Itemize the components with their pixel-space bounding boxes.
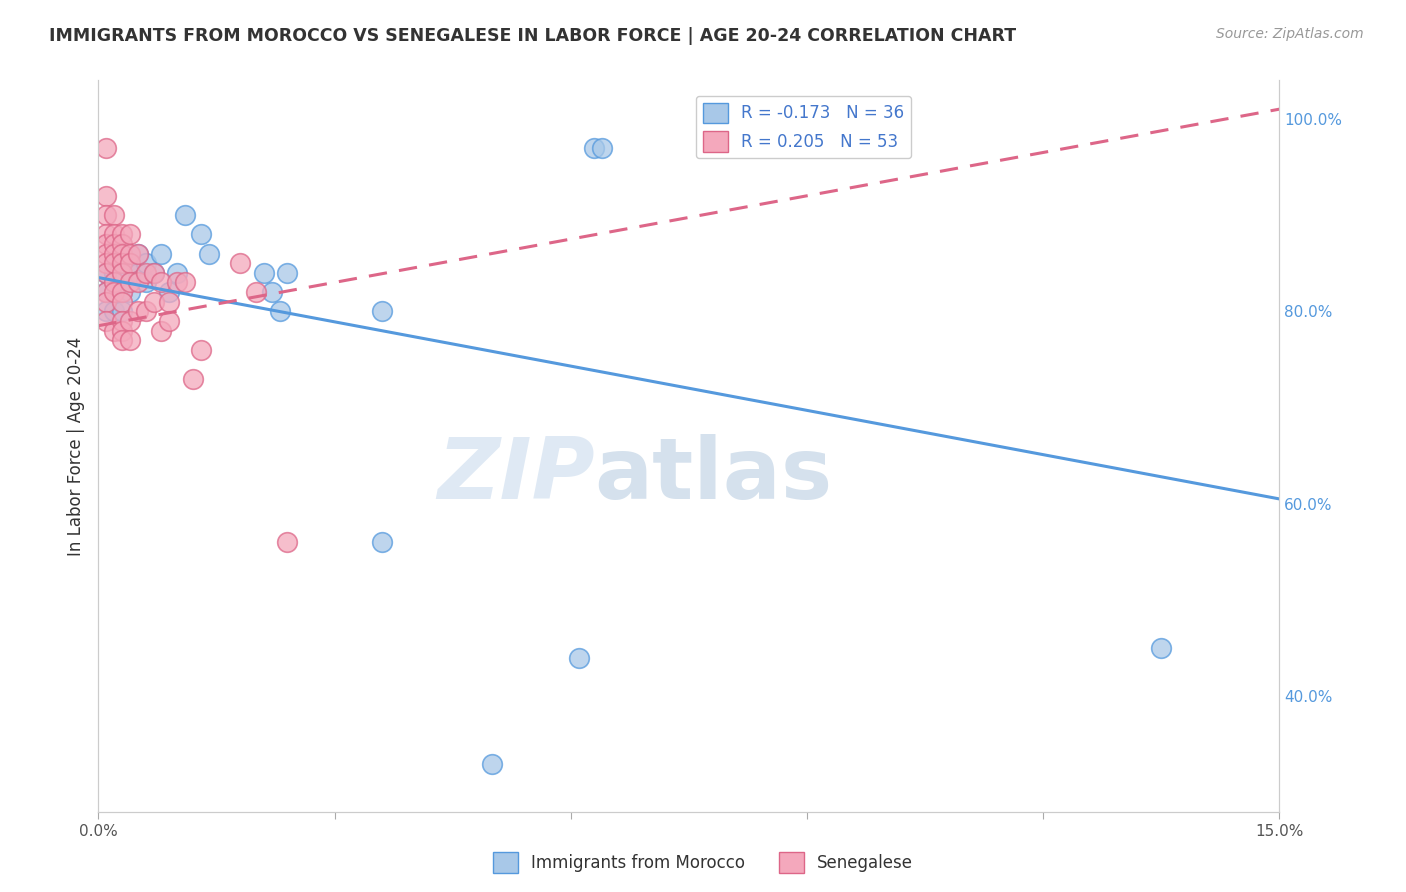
Point bbox=[118, 285, 141, 299]
Point bbox=[111, 266, 134, 280]
Point bbox=[150, 276, 173, 290]
Point bbox=[127, 276, 149, 290]
Point bbox=[157, 285, 180, 299]
Point bbox=[111, 266, 134, 280]
Point bbox=[150, 324, 173, 338]
Point bbox=[103, 256, 125, 270]
Point bbox=[127, 266, 149, 280]
Point bbox=[103, 324, 125, 338]
Point bbox=[96, 266, 118, 280]
Point bbox=[111, 246, 134, 260]
Text: atlas: atlas bbox=[595, 434, 832, 516]
Point bbox=[583, 141, 606, 155]
Point bbox=[190, 227, 212, 242]
Point bbox=[96, 246, 118, 260]
Point bbox=[118, 256, 141, 270]
Point bbox=[96, 208, 118, 222]
Point bbox=[135, 266, 157, 280]
Point bbox=[111, 285, 134, 299]
Point bbox=[127, 246, 149, 260]
Point bbox=[103, 256, 125, 270]
Point bbox=[103, 246, 125, 260]
Point bbox=[142, 266, 165, 280]
Point bbox=[103, 276, 125, 290]
Point bbox=[481, 756, 503, 771]
Point bbox=[260, 285, 283, 299]
Point bbox=[142, 294, 165, 309]
Point bbox=[103, 285, 125, 299]
Point bbox=[96, 294, 118, 309]
Point bbox=[269, 304, 291, 318]
Point bbox=[245, 285, 267, 299]
Point bbox=[118, 314, 141, 328]
Point bbox=[174, 208, 197, 222]
Point bbox=[111, 304, 134, 318]
Point bbox=[166, 266, 188, 280]
Point bbox=[96, 314, 118, 328]
Point bbox=[96, 236, 118, 251]
Point bbox=[111, 294, 134, 309]
Text: Source: ZipAtlas.com: Source: ZipAtlas.com bbox=[1216, 27, 1364, 41]
Point bbox=[371, 304, 394, 318]
Point bbox=[150, 246, 173, 260]
Point bbox=[103, 276, 125, 290]
Point bbox=[118, 246, 141, 260]
Point bbox=[118, 227, 141, 242]
Point bbox=[111, 333, 134, 347]
Point bbox=[111, 246, 134, 260]
Point bbox=[229, 256, 252, 270]
Point bbox=[591, 141, 613, 155]
Point bbox=[135, 256, 157, 270]
Point bbox=[103, 227, 125, 242]
Point bbox=[371, 535, 394, 549]
Point bbox=[103, 208, 125, 222]
Point bbox=[96, 256, 118, 270]
Point bbox=[111, 324, 134, 338]
Point bbox=[276, 535, 298, 549]
Point bbox=[568, 650, 591, 665]
Text: IMMIGRANTS FROM MOROCCO VS SENEGALESE IN LABOR FORCE | AGE 20-24 CORRELATION CHA: IMMIGRANTS FROM MOROCCO VS SENEGALESE IN… bbox=[49, 27, 1017, 45]
Point bbox=[111, 314, 134, 328]
Point bbox=[174, 276, 197, 290]
Point bbox=[157, 294, 180, 309]
Legend: Immigrants from Morocco, Senegalese: Immigrants from Morocco, Senegalese bbox=[486, 846, 920, 880]
Point bbox=[166, 276, 188, 290]
Y-axis label: In Labor Force | Age 20-24: In Labor Force | Age 20-24 bbox=[66, 336, 84, 556]
Point bbox=[181, 371, 204, 385]
Point bbox=[253, 266, 276, 280]
Point bbox=[135, 276, 157, 290]
Point bbox=[111, 227, 134, 242]
Point bbox=[157, 314, 180, 328]
Text: ZIP: ZIP bbox=[437, 434, 595, 516]
Point bbox=[96, 266, 118, 280]
Point bbox=[103, 236, 125, 251]
Point bbox=[118, 276, 141, 290]
Point bbox=[111, 256, 134, 270]
Point bbox=[118, 333, 141, 347]
Point bbox=[135, 304, 157, 318]
Point bbox=[103, 304, 125, 318]
Point bbox=[111, 285, 134, 299]
Legend: R = -0.173   N = 36, R = 0.205   N = 53: R = -0.173 N = 36, R = 0.205 N = 53 bbox=[696, 96, 911, 158]
Point bbox=[127, 304, 149, 318]
Point bbox=[118, 256, 141, 270]
Point bbox=[197, 246, 219, 260]
Point bbox=[96, 227, 118, 242]
Point bbox=[1150, 641, 1173, 656]
Point bbox=[127, 246, 149, 260]
Point bbox=[96, 304, 118, 318]
Point bbox=[96, 188, 118, 202]
Point bbox=[96, 141, 118, 155]
Point bbox=[96, 285, 118, 299]
Point bbox=[111, 236, 134, 251]
Point bbox=[103, 266, 125, 280]
Point bbox=[96, 285, 118, 299]
Point bbox=[190, 343, 212, 357]
Point bbox=[142, 266, 165, 280]
Point bbox=[118, 266, 141, 280]
Point bbox=[276, 266, 298, 280]
